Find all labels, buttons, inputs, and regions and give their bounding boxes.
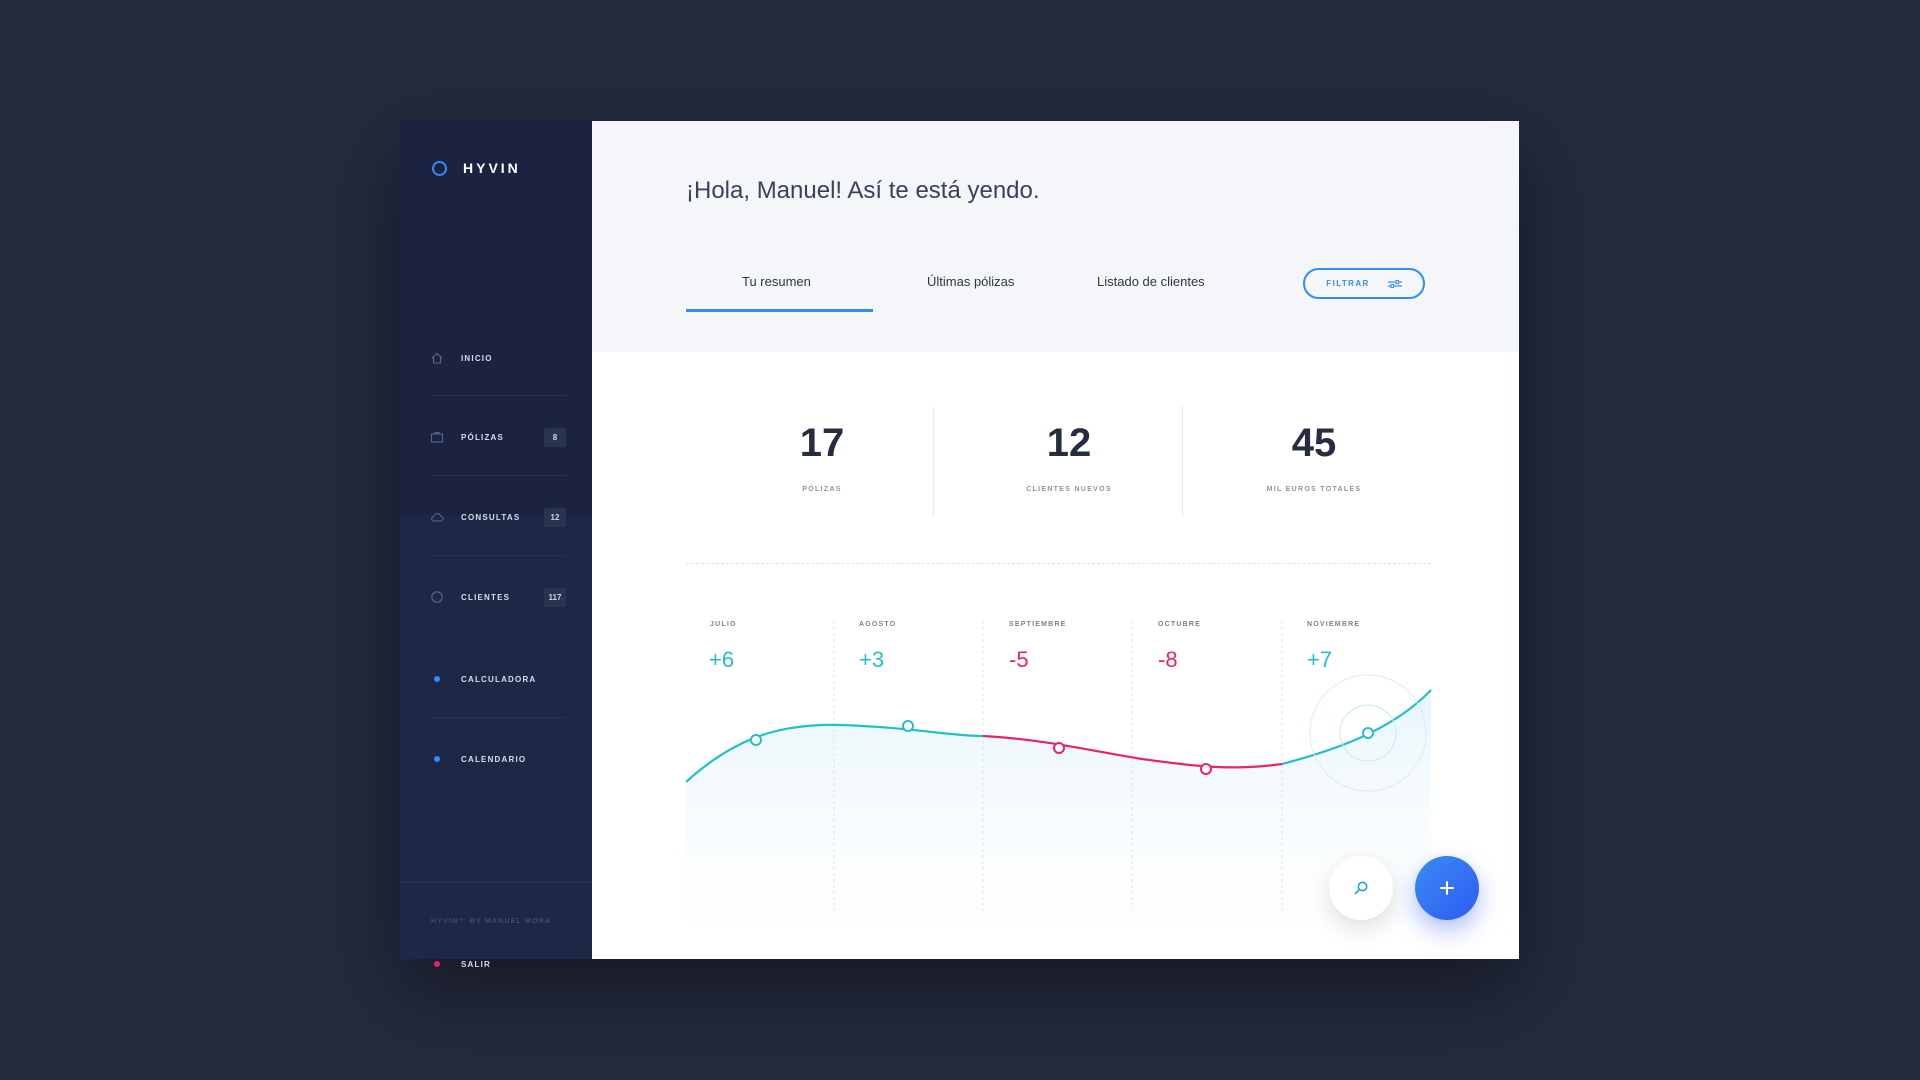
- cloud-icon: [431, 513, 444, 522]
- brand-name: HYVIN: [463, 160, 521, 176]
- filter-button-label: FILTRAR: [1326, 279, 1370, 288]
- stat-value: 12: [1046, 421, 1092, 465]
- plus-icon: [1440, 881, 1454, 895]
- filter-button[interactable]: FILTRAR: [1303, 268, 1425, 299]
- chart-point[interactable]: [750, 734, 762, 746]
- add-button[interactable]: [1415, 856, 1479, 920]
- tab-ultimas-polizas[interactable]: Últimas pólizas: [927, 274, 1015, 289]
- sidebar-item-label: PÓLIZAS: [461, 432, 505, 442]
- count-badge: 12: [544, 508, 566, 527]
- stat-label: CLIENTES NUEVOS: [1026, 486, 1112, 493]
- month-label: NOVIEMBRE: [1307, 621, 1361, 628]
- chart-point[interactable]: [1200, 763, 1212, 775]
- nav-divider: [430, 555, 566, 556]
- main-content: ¡Hola, Manuel! Así te está yendo. Tu res…: [592, 121, 1519, 959]
- chart-line-positive: [1282, 689, 1432, 766]
- count-badge: 8: [544, 428, 566, 447]
- sidebar-item-salir[interactable]: SALIR: [430, 952, 566, 976]
- sidebar-nav-section: [400, 121, 592, 516]
- month-delta: -8: [1158, 647, 1178, 672]
- sidebar-item-inicio[interactable]: INICIO: [430, 346, 566, 370]
- briefcase-icon: [430, 431, 444, 443]
- chart-point[interactable]: [902, 720, 914, 732]
- brand-logo[interactable]: HYVIN: [432, 158, 521, 178]
- sidebar-item-calendario[interactable]: CALENDARIO: [430, 747, 566, 771]
- month-label: AGOSTO: [859, 621, 897, 628]
- sidebar: HYVIN INICIO PÓLIZAS 8 CONSULTAS 1: [400, 121, 592, 969]
- nav-divider: [430, 717, 566, 718]
- chart-point[interactable]: [1362, 727, 1374, 739]
- month-label: SEPTIEMBRE: [1009, 621, 1067, 628]
- blue-dot-icon: [434, 756, 440, 762]
- sidebar-item-label: INICIO: [461, 353, 493, 363]
- stat-clientes-nuevos: 12 CLIENTES NUEVOS: [969, 421, 1169, 493]
- stat-mil-euros: 45 MIL EUROS TOTALES: [1214, 421, 1414, 493]
- app-window: HYVIN INICIO PÓLIZAS 8 CONSULTAS 1: [400, 121, 1519, 969]
- sidebar-item-consultas[interactable]: CONSULTAS 12: [430, 505, 566, 529]
- highlight-ring-outer: [1309, 674, 1427, 792]
- section-separator: [686, 563, 1431, 564]
- stat-divider: [933, 406, 934, 516]
- month-delta: -5: [1009, 647, 1029, 672]
- stat-polizas: 17 PÓLIZAS: [722, 421, 922, 493]
- stat-value: 45: [1291, 421, 1337, 465]
- sidebar-item-label: CALENDARIO: [461, 754, 527, 764]
- nav-divider: [430, 475, 566, 476]
- brand-ring-icon: [432, 160, 447, 176]
- month-delta: +3: [859, 647, 885, 672]
- search-button[interactable]: [1329, 856, 1393, 920]
- search-icon: [1354, 881, 1368, 895]
- sidebar-item-calculadora[interactable]: CALCULADORA: [430, 667, 566, 691]
- circle-icon: [431, 591, 443, 603]
- chart-point[interactable]: [1053, 742, 1065, 754]
- stat-label: PÓLIZAS: [802, 486, 842, 493]
- stat-label: MIL EUROS TOTALES: [1266, 486, 1362, 493]
- month-label: JULIO: [710, 621, 737, 628]
- highlight-ring-inner: [1339, 704, 1397, 762]
- chart-area-fill: [686, 690, 1431, 959]
- stat-value: 17: [799, 421, 845, 465]
- sliders-icon: [1387, 279, 1402, 288]
- pink-dot-icon: [434, 961, 440, 967]
- sidebar-item-clientes[interactable]: CLIENTES 117: [430, 585, 566, 609]
- month-delta: +7: [1307, 647, 1333, 672]
- sidebar-item-label: CALCULADORA: [461, 674, 537, 684]
- home-icon: [431, 352, 443, 364]
- month-delta: +6: [709, 647, 735, 672]
- month-label: OCTUBRE: [1158, 621, 1202, 628]
- stat-divider: [1182, 406, 1183, 516]
- blue-dot-icon: [434, 676, 440, 682]
- sidebar-footer: HYVIN™ BY MANUEL MORA: [431, 918, 552, 925]
- sidebar-item-label: SALIR: [461, 959, 491, 969]
- trend-chart: [686, 621, 1432, 959]
- main-header: ¡Hola, Manuel! Así te está yendo. Tu res…: [592, 121, 1519, 352]
- tab-tu-resumen[interactable]: Tu resumen: [742, 274, 811, 289]
- chart-line-positive: [686, 723, 983, 783]
- active-tab-indicator: [686, 309, 873, 312]
- tab-listado-clientes[interactable]: Listado de clientes: [1097, 274, 1205, 289]
- footer-divider: [400, 882, 592, 883]
- page-title: ¡Hola, Manuel! Así te está yendo.: [686, 177, 1040, 204]
- sidebar-item-label: CONSULTAS: [461, 512, 521, 522]
- count-badge: 117: [544, 588, 566, 607]
- sidebar-item-polizas[interactable]: PÓLIZAS 8: [430, 425, 566, 449]
- nav-divider: [430, 395, 566, 396]
- sidebar-item-label: CLIENTES: [461, 592, 511, 602]
